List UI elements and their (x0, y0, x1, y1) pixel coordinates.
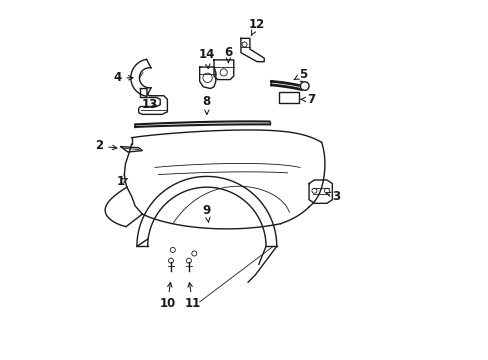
Circle shape (300, 82, 308, 90)
Text: 10: 10 (159, 283, 175, 310)
Bar (278, 92, 299, 103)
Text: 11: 11 (184, 283, 200, 310)
Text: 5: 5 (294, 68, 307, 81)
Text: 1: 1 (117, 175, 127, 188)
Text: 4: 4 (113, 71, 133, 84)
Text: 7: 7 (300, 93, 314, 106)
Text: 13: 13 (141, 98, 157, 111)
Text: 8: 8 (203, 95, 210, 114)
Text: 2: 2 (95, 139, 117, 152)
Text: 14: 14 (198, 48, 215, 68)
Text: 9: 9 (203, 204, 210, 222)
Text: 12: 12 (248, 18, 264, 36)
Text: 3: 3 (325, 190, 339, 203)
Text: 6: 6 (224, 46, 232, 62)
